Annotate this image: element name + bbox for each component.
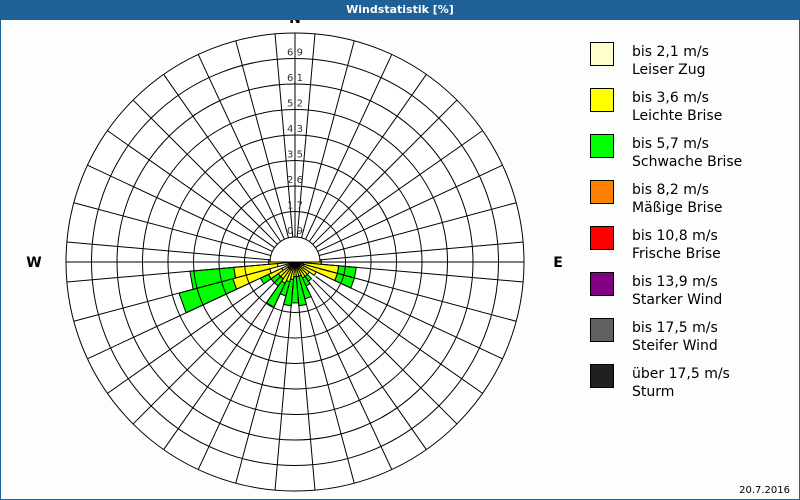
radial-tick-label: 1,7 bbox=[287, 201, 303, 212]
legend-range: über 17,5 m/s bbox=[632, 366, 730, 382]
radial-tick-label: 6,9 bbox=[287, 48, 303, 59]
legend-label: Mäßige Brise bbox=[632, 200, 723, 216]
legend-range: bis 10,8 m/s bbox=[632, 228, 718, 244]
legend-swatch bbox=[590, 226, 614, 250]
radial-tick-label: 3,5 bbox=[287, 150, 303, 161]
legend-range: bis 13,9 m/s bbox=[632, 274, 718, 290]
legend-swatch bbox=[590, 88, 614, 112]
compass-label-n: N bbox=[289, 20, 301, 27]
legend-label: Starker Wind bbox=[632, 292, 723, 308]
legend-range: bis 17,5 m/s bbox=[632, 320, 718, 336]
legend-swatch bbox=[590, 180, 614, 204]
radial-tick-label: 4,3 bbox=[287, 124, 303, 135]
compass-label-e: E bbox=[553, 255, 563, 271]
legend-swatch bbox=[590, 364, 614, 388]
legend-label: Frische Brise bbox=[632, 246, 721, 262]
legend-swatch bbox=[590, 272, 614, 296]
radial-tick-label: 0,9 bbox=[287, 226, 303, 237]
legend-label: Leichte Brise bbox=[632, 108, 723, 124]
wind-rose-chart: 0,91,72,63,54,35,26,16,9NSWE bbox=[26, 20, 563, 492]
legend-range: bis 3,6 m/s bbox=[632, 90, 709, 106]
radial-tick-label: 5,2 bbox=[287, 99, 303, 110]
legend-label: Schwache Brise bbox=[632, 154, 743, 170]
radial-tick-label: 2,6 bbox=[287, 175, 303, 186]
legend-label: Leiser Zug bbox=[632, 62, 706, 78]
legend-range: bis 5,7 m/s bbox=[632, 136, 709, 152]
legend-swatch bbox=[590, 318, 614, 342]
legend-range: bis 8,2 m/s bbox=[632, 182, 709, 198]
date-label: 20.7.2016 bbox=[739, 485, 790, 496]
legend-swatch bbox=[590, 134, 614, 158]
radial-tick-label: 6,1 bbox=[287, 73, 303, 84]
legend-swatch bbox=[590, 42, 614, 66]
legend-range: bis 2,1 m/s bbox=[632, 44, 709, 60]
legend-label: Steifer Wind bbox=[632, 338, 718, 354]
legend-label: Sturm bbox=[632, 384, 675, 400]
compass-label-w: W bbox=[26, 255, 41, 271]
window-title: Windstatistik [%] bbox=[0, 0, 800, 20]
